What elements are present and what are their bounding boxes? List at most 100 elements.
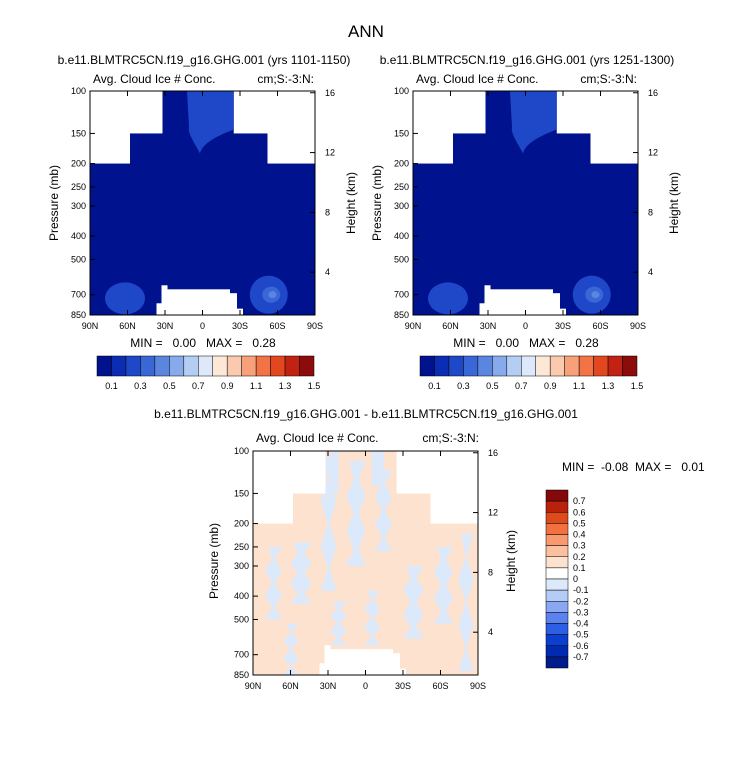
colorbar-box: [448, 355, 464, 377]
y-tick-label: 500: [234, 614, 249, 624]
variable-label: Avg. Cloud Ice # Conc.: [93, 72, 216, 86]
units-label: cm;S:-3:N:: [257, 72, 314, 86]
colorbar-label: 0.3: [457, 381, 470, 391]
contour-level: [268, 291, 277, 299]
axis-ticks: 90N 60N 30N 0 30S 60S 90S 100 150 200 250 300 400 500…: [71, 86, 335, 331]
y-tick-label: 250: [394, 182, 409, 192]
height-tick-label: 4: [325, 267, 330, 277]
colorbar-label: 0.5: [163, 381, 176, 391]
missing-region: [324, 645, 331, 675]
colorbar-box: [226, 355, 242, 377]
colorbar-box: [545, 634, 569, 646]
colorbar-box: [545, 578, 569, 591]
colorbar-box: [593, 355, 609, 377]
x-tick-label: 60N: [282, 681, 299, 691]
y-tick-label: 400: [394, 231, 409, 241]
height-tick-label: 8: [325, 207, 330, 217]
y-tick-label: 100: [234, 446, 249, 456]
min-max-text: MIN = 0.00 MAX = 0.28: [453, 336, 599, 350]
x-tick-label: 90N: [82, 321, 99, 331]
colorbar-box: [140, 355, 156, 377]
x-tick-label: 30S: [395, 681, 411, 691]
colorbar-label: 0.7: [192, 381, 205, 391]
colorbar-box: [241, 355, 257, 377]
y-tick-label: 700: [394, 290, 409, 300]
colorbar-box: [463, 355, 479, 377]
y-tick-label: 700: [71, 290, 86, 300]
missing-region: [430, 493, 478, 524]
missing-region: [230, 293, 237, 315]
panel-difference: b.e11.BLMTRC5CN.f19_g16.GHG.001 - b.e11.…: [154, 407, 705, 691]
y-tick-label: 100: [71, 86, 86, 96]
x-tick-label: 30S: [555, 321, 571, 331]
height-tick-label: 16: [648, 88, 658, 98]
colorbar-box: [545, 512, 569, 524]
y-tick-label: 150: [71, 128, 86, 138]
panel-1251-1300: b.e11.BLMTRC5CN.f19_g16.GHG.001 (yrs 125…: [370, 53, 681, 391]
negative-anomaly: [290, 542, 312, 604]
x-tick-label: 60S: [592, 321, 608, 331]
negative-anomaly: [364, 590, 381, 646]
colorbar-label: 0.5: [486, 381, 499, 391]
x-tick-label: 90S: [307, 321, 323, 331]
colorbar-box: [299, 355, 315, 377]
y-tick-label: 200: [394, 159, 409, 169]
colorbar-box: [545, 534, 569, 546]
colorbar: 0.1 0.3 0.5 0.7 0.9 1.1 1.3 1.5: [96, 355, 320, 391]
colorbar-label: 0.4: [573, 530, 586, 540]
colorbar-box: [578, 355, 594, 377]
panel-title: b.e11.BLMTRC5CN.f19_g16.GHG.001 - b.e11.…: [154, 407, 578, 421]
colorbar: 0.70.60.50.40.30.20.10-0.1-0.2-0.3-0.4-0…: [545, 489, 589, 669]
y-tick-label: 500: [71, 254, 86, 264]
colorbar-box: [492, 355, 508, 377]
contour-level: [105, 282, 145, 315]
colorbar-box: [111, 355, 127, 377]
colorbar-label: -0.5: [573, 630, 589, 640]
y-axis-right-label: Height (km): [667, 172, 681, 234]
y-axis-right-label: Height (km): [504, 530, 518, 592]
missing-region: [484, 285, 491, 315]
colorbar-box: [169, 355, 185, 377]
axis-ticks: 90N 60N 30N 0 30S 60S 90S 100 150 200 250 300 400 500…: [394, 86, 658, 331]
colorbar-label: 0.7: [573, 496, 586, 506]
x-tick-label: 0: [363, 681, 368, 691]
missing-region: [330, 649, 393, 675]
colorbar-box: [545, 601, 569, 613]
missing-region: [253, 493, 293, 524]
min-max-text: MIN = -0.08 MAX = 0.01: [562, 460, 705, 474]
x-tick-label: 90S: [630, 321, 646, 331]
negative-anomaly: [283, 623, 299, 675]
colorbar-label: 0.1: [105, 381, 118, 391]
x-tick-label: 30S: [232, 321, 248, 331]
y-tick-label: 400: [234, 591, 249, 601]
colorbar-box: [506, 355, 522, 377]
colorbar-box: [545, 623, 569, 635]
colorbar-box: [255, 355, 271, 377]
colorbar-label: -0.2: [573, 596, 589, 606]
y-tick-label: 200: [71, 159, 86, 169]
colorbar-box: [535, 355, 551, 377]
contour-field: [253, 451, 478, 675]
missing-region: [319, 663, 325, 675]
colorbar: 0.1 0.3 0.5 0.7 0.9 1.1 1.3 1.5: [419, 355, 644, 391]
colorbar-label: 1.5: [631, 381, 644, 391]
height-tick-label: 12: [325, 148, 335, 158]
y-tick-label: 300: [234, 561, 249, 571]
x-tick-label: 30N: [320, 681, 337, 691]
colorbar-label: 0.5: [573, 518, 586, 528]
units-label: cm;S:-3:N:: [422, 431, 479, 445]
colorbar-label: 0.1: [573, 563, 586, 573]
negative-anomaly: [458, 533, 474, 672]
colorbar-label: 0.2: [573, 552, 586, 562]
colorbar-label: -0.6: [573, 641, 589, 651]
y-tick-label: 500: [394, 254, 409, 264]
colorbar-box: [270, 355, 286, 377]
colorbar-label: 1.3: [279, 381, 292, 391]
colorbar-label: -0.7: [573, 652, 589, 662]
missing-region: [479, 303, 485, 315]
height-tick-label: 16: [488, 448, 498, 458]
negative-anomaly: [330, 451, 339, 494]
colorbar-label: 1.3: [602, 381, 615, 391]
colorbar-label: 1.1: [250, 381, 263, 391]
y-tick-label: 400: [71, 231, 86, 241]
